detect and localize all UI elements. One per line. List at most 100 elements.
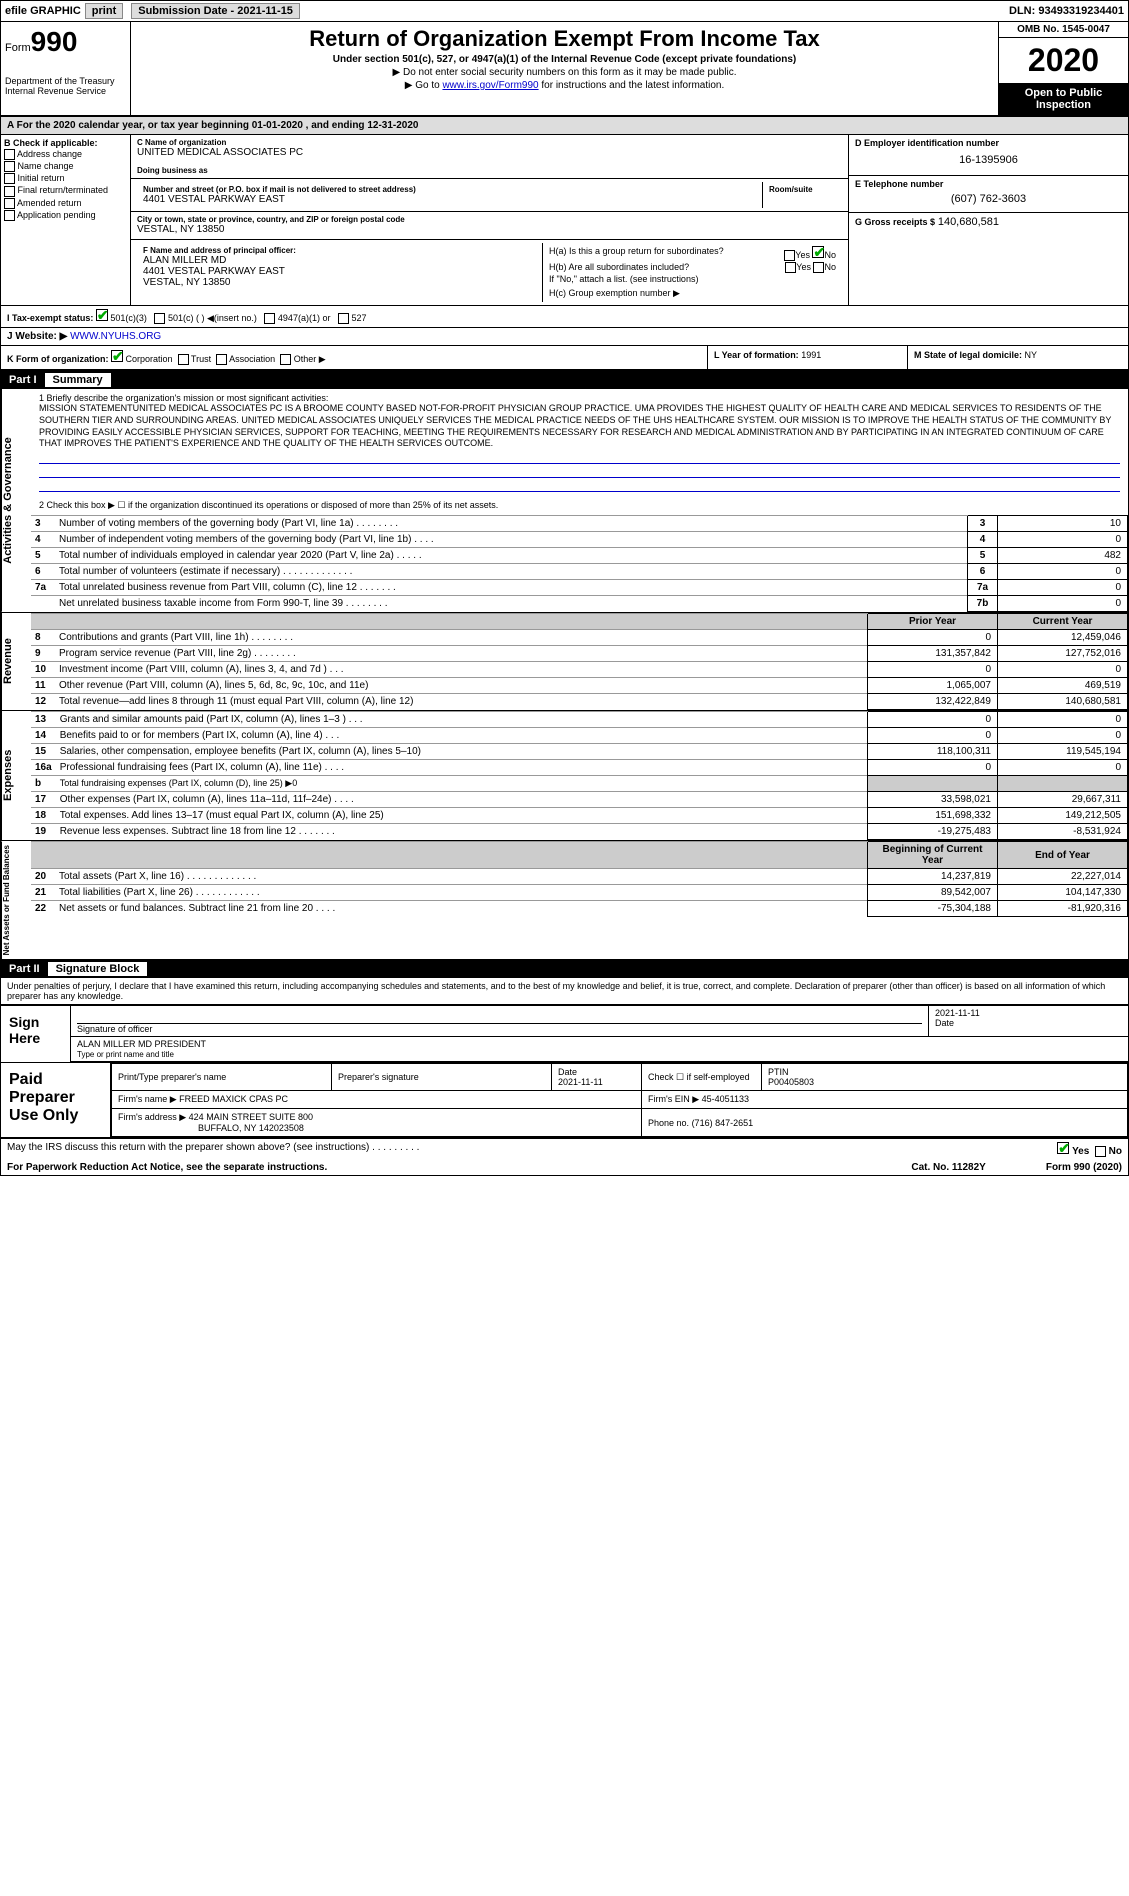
table-row: 7aTotal unrelated business revenue from … xyxy=(31,580,1128,596)
column-b: B Check if applicable: Address change Na… xyxy=(1,135,131,305)
cb-trust[interactable] xyxy=(178,354,189,365)
gross-label: G Gross receipts $ xyxy=(855,217,935,227)
cb-501c[interactable] xyxy=(154,313,165,324)
website-row: J Website: ▶ WWW.NYUHS.ORG xyxy=(1,328,1128,346)
officer-name: ALAN MILLER MD xyxy=(143,255,536,266)
cb-assoc[interactable] xyxy=(216,354,227,365)
instructions-note: ▶ Go to www.irs.gov/Form990 for instruct… xyxy=(135,80,994,91)
sign-date: 2021-11-11 xyxy=(935,1008,980,1018)
cb-amended[interactable]: Amended return xyxy=(4,198,127,209)
instructions-link[interactable]: www.irs.gov/Form990 xyxy=(442,80,538,91)
cb-discuss-yes[interactable] xyxy=(1057,1142,1069,1154)
firm-name: FREED MAXICK CPAS PC xyxy=(179,1094,288,1104)
part2-header: Part II Signature Block xyxy=(1,960,1128,978)
table-row: 12Total revenue—add lines 8 through 11 (… xyxy=(31,694,1128,710)
line2: 2 Check this box ▶ ☐ if the organization… xyxy=(31,496,1128,515)
discuss-row: May the IRS discuss this return with the… xyxy=(1,1139,1128,1160)
table-row: 21Total liabilities (Part X, line 26) . … xyxy=(31,885,1128,901)
dba-label: Doing business as xyxy=(137,166,842,175)
tel: (607) 762-3603 xyxy=(855,189,1122,209)
cb-final[interactable]: Final return/terminated xyxy=(4,185,127,196)
efile-graphic: efile GRAPHIC xyxy=(5,5,81,17)
table-row: 17Other expenses (Part IX, column (A), l… xyxy=(31,792,1128,808)
part1-header: Part I Summary xyxy=(1,371,1128,389)
cb-4947[interactable] xyxy=(264,313,275,324)
revenue-table: Prior YearCurrent Year 8Contributions an… xyxy=(31,613,1128,710)
tel-label: E Telephone number xyxy=(855,179,1122,189)
h-a: H(a) Is this a group return for subordin… xyxy=(549,246,836,256)
table-row: 20Total assets (Part X, line 16) . . . .… xyxy=(31,869,1128,885)
table-row: 16aProfessional fundraising fees (Part I… xyxy=(31,760,1128,776)
addr: 4401 VESTAL PARKWAY EAST xyxy=(143,194,756,205)
table-row: 18Total expenses. Add lines 13–17 (must … xyxy=(31,808,1128,824)
print-button[interactable]: print xyxy=(85,3,123,19)
period-line: A For the 2020 calendar year, or tax yea… xyxy=(1,117,1128,135)
table-row: 19Revenue less expenses. Subtract line 1… xyxy=(31,824,1128,840)
cb-501c3[interactable] xyxy=(96,309,108,321)
form-number: Form990 xyxy=(5,26,126,58)
city: VESTAL, NY 13850 xyxy=(137,224,842,235)
officer-city: VESTAL, NY 13850 xyxy=(143,277,536,288)
cb-initial[interactable]: Initial return xyxy=(4,173,127,184)
org-info-block: B Check if applicable: Address change Na… xyxy=(1,135,1128,306)
table-row: 3Number of voting members of the governi… xyxy=(31,516,1128,532)
form-org-row: K Form of organization: Corporation Trus… xyxy=(1,346,1128,371)
city-label: City or town, state or province, country… xyxy=(137,215,842,224)
addr-label: Number and street (or P.O. box if mail i… xyxy=(143,185,756,194)
expenses-vlabel: Expenses xyxy=(1,711,31,840)
rule xyxy=(39,450,1120,464)
table-row: bTotal fundraising expenses (Part IX, co… xyxy=(31,776,1128,792)
governance-table: 3Number of voting members of the governi… xyxy=(31,515,1128,612)
rule xyxy=(39,478,1120,492)
cb-corp[interactable] xyxy=(111,350,123,362)
table-row: 8Contributions and grants (Part VIII, li… xyxy=(31,630,1128,646)
tax-year: 2020 xyxy=(999,38,1128,83)
cb-name[interactable]: Name change xyxy=(4,161,127,172)
tax-status-row: I Tax-exempt status: 501(c)(3) 501(c) ( … xyxy=(1,306,1128,328)
table-row: 6Total number of volunteers (estimate if… xyxy=(31,564,1128,580)
declaration: Under penalties of perjury, I declare th… xyxy=(1,978,1128,1004)
table-row: 9Program service revenue (Part VIII, lin… xyxy=(31,646,1128,662)
officer-addr: 4401 VESTAL PARKWAY EAST xyxy=(143,266,536,277)
revenue-section: Revenue Prior YearCurrent Year 8Contribu… xyxy=(1,613,1128,711)
table-row: 22Net assets or fund balances. Subtract … xyxy=(31,901,1128,917)
dln: DLN: 93493319234401 xyxy=(1009,5,1124,17)
cb-527[interactable] xyxy=(338,313,349,324)
room-label: Room/suite xyxy=(769,185,836,194)
officer-label: F Name and address of principal officer: xyxy=(143,246,536,255)
table-row: 13Grants and similar amounts paid (Part … xyxy=(31,712,1128,728)
table-row: 15Salaries, other compensation, employee… xyxy=(31,744,1128,760)
paid-preparer-block: Paid Preparer Use Only Print/Type prepar… xyxy=(1,1063,1128,1139)
footer: For Paperwork Reduction Act Notice, see … xyxy=(1,1160,1128,1175)
ein: 16-1395906 xyxy=(855,148,1122,172)
activities-governance: Activities & Governance 1 Briefly descri… xyxy=(1,389,1128,613)
activities-vlabel: Activities & Governance xyxy=(1,389,31,612)
table-row: 5Total number of individuals employed in… xyxy=(31,548,1128,564)
sign-here-block: Sign Here Signature of officer2021-11-11… xyxy=(1,1004,1128,1063)
orgname: UNITED MEDICAL ASSOCIATES PC xyxy=(137,147,842,158)
line1-label: 1 Briefly describe the organization's mi… xyxy=(39,393,1120,403)
netassets-vlabel: Net Assets or Fund Balances xyxy=(1,841,31,959)
signer-name: ALAN MILLER MD PRESIDENT xyxy=(77,1039,1122,1049)
form-label: Form 990 (2020) xyxy=(1046,1162,1122,1173)
sign-here-label: Sign Here xyxy=(1,1006,71,1062)
cb-address[interactable]: Address change xyxy=(4,149,127,160)
website-link[interactable]: WWW.NYUHS.ORG xyxy=(70,331,161,342)
h-b-note: If "No," attach a list. (see instruction… xyxy=(549,274,836,284)
gross: 140,680,581 xyxy=(938,216,999,228)
netassets-table: Beginning of Current YearEnd of Year 20T… xyxy=(31,841,1128,917)
department: Department of the Treasury Internal Reve… xyxy=(5,76,126,96)
efile-bar: efile GRAPHIC print Submission Date - 20… xyxy=(1,1,1128,22)
revenue-vlabel: Revenue xyxy=(1,613,31,710)
cb-discuss-no[interactable] xyxy=(1095,1146,1106,1157)
year-formation: 1991 xyxy=(801,350,821,360)
table-row: Net unrelated business taxable income fr… xyxy=(31,596,1128,612)
ein-label: D Employer identification number xyxy=(855,138,1122,148)
firm-ein: 45-4051133 xyxy=(702,1094,749,1104)
cb-pending[interactable]: Application pending xyxy=(4,210,127,221)
table-row: 10Investment income (Part VIII, column (… xyxy=(31,662,1128,678)
orgname-label: C Name of organization xyxy=(137,138,842,147)
cb-other[interactable] xyxy=(280,354,291,365)
mission-text: MISSION STATEMENTUNITED MEDICAL ASSOCIAT… xyxy=(39,403,1120,450)
h-b: H(b) Are all subordinates included? Yes … xyxy=(549,262,836,272)
